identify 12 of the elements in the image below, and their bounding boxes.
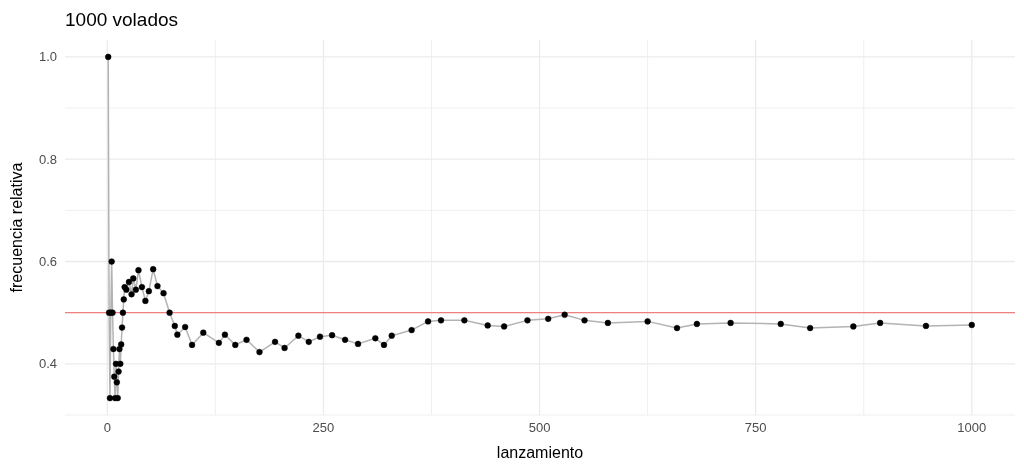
x-tick-label: 0 [103, 420, 111, 435]
x-axis-title: lanzamiento [496, 444, 584, 461]
x-tick-label: 1000 [957, 420, 987, 435]
y-tick-label: 0.8 [38, 151, 57, 167]
y-tick-label: 0.6 [38, 254, 57, 270]
x-tick-label: 250 [312, 420, 335, 435]
y-tick-label: 0.4 [38, 356, 57, 372]
x-tick-label: 750 [744, 420, 767, 435]
y-axis-title: frecuencia relativa [8, 162, 25, 293]
y-tick-label: 1.0 [38, 49, 57, 65]
chart-title: 1000 volados [65, 9, 179, 30]
x-tick-label: 500 [528, 420, 551, 435]
